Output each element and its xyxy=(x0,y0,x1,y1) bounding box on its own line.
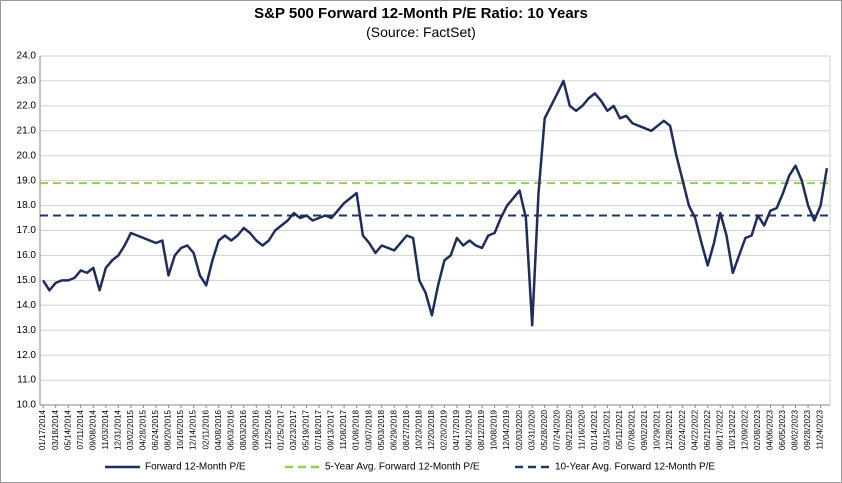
x-tick-label: 02/11/2016 xyxy=(201,409,210,449)
x-tick-label: 07/24/2020 xyxy=(552,409,561,450)
y-tick-label: 19.0 xyxy=(17,175,37,186)
x-tick-label: 09/28/2023 xyxy=(803,409,812,450)
y-tick-label: 10.0 xyxy=(17,400,37,411)
x-tick-label: 11/25/2016 xyxy=(264,409,273,449)
x-tick-label: 02/08/2023 xyxy=(753,409,762,450)
x-tick-label: 06/21/2022 xyxy=(703,409,712,450)
legend-label: Forward 12-Month P/E xyxy=(145,462,246,473)
y-tick-label: 16.0 xyxy=(17,250,37,261)
x-tick-label: 08/02/2023 xyxy=(791,409,800,450)
x-tick-label: 08/12/2019 xyxy=(477,409,486,450)
x-tick-label: 01/08/2018 xyxy=(352,409,361,450)
x-tick-label: 10/23/2018 xyxy=(414,409,423,450)
x-tick-label: 04/17/2019 xyxy=(452,409,461,450)
x-tick-label: 12/14/2015 xyxy=(189,409,198,450)
x-tick-label: 12/31/2014 xyxy=(113,409,122,450)
x-tick-label: 04/06/2023 xyxy=(766,409,775,450)
x-tick-label: 11/03/2014 xyxy=(101,409,110,449)
x-tick-label: 09/13/2017 xyxy=(327,409,336,450)
y-tick-label: 23.0 xyxy=(17,76,37,87)
x-tick-label: 04/22/2022 xyxy=(690,409,699,450)
x-tick-label: 11/08/2017 xyxy=(339,409,348,449)
x-tick-label: 01/14/2021 xyxy=(590,409,599,450)
legend-label: 10-Year Avg. Forward 12-Month P/E xyxy=(555,462,715,473)
x-tick-label: 12/20/2018 xyxy=(427,409,436,450)
x-tick-label: 05/14/2014 xyxy=(63,409,72,450)
x-tick-label: 12/04/2019 xyxy=(502,409,511,450)
x-tick-label: 07/08/2021 xyxy=(628,409,637,450)
y-tick-label: 17.0 xyxy=(17,225,37,236)
x-tick-label: 05/28/2020 xyxy=(540,409,549,450)
x-tick-label: 06/29/2018 xyxy=(389,409,398,450)
x-tick-label: 06/03/2016 xyxy=(226,409,235,450)
x-tick-label: 03/31/2020 xyxy=(527,409,536,450)
x-tick-label: 01/25/2017 xyxy=(276,409,285,450)
series-line xyxy=(42,79,829,327)
y-tick-label: 13.0 xyxy=(17,325,37,336)
y-tick-label: 18.0 xyxy=(17,200,37,211)
x-tick-label: 12/28/2021 xyxy=(665,409,674,450)
x-tick-label: 05/19/2017 xyxy=(302,409,311,450)
x-tick-label: 06/24/2015 xyxy=(151,409,160,450)
x-tick-label: 11/24/2023 xyxy=(816,409,825,449)
x-tick-label: 07/18/2017 xyxy=(314,409,323,450)
x-tick-label: 01/17/2014 xyxy=(38,409,47,450)
y-tick-label: 22.0 xyxy=(17,100,37,111)
x-tick-label: 08/17/2022 xyxy=(715,409,724,450)
x-tick-label: 07/11/2014 xyxy=(76,409,85,449)
x-tick-label: 04/08/2016 xyxy=(214,409,223,450)
x-tick-label: 09/02/2021 xyxy=(640,409,649,450)
x-tick-label: 05/11/2021 xyxy=(615,409,624,449)
x-tick-label: 10/29/2021 xyxy=(653,409,662,450)
chart-title: S&P 500 Forward 12-Month P/E Ratio: 10 Y… xyxy=(254,5,588,22)
y-tick-label: 11.0 xyxy=(17,375,36,386)
y-tick-label: 24.0 xyxy=(17,51,37,62)
x-tick-label: 09/21/2020 xyxy=(565,409,574,450)
x-tick-label: 09/08/2014 xyxy=(88,409,97,450)
x-tick-label: 08/20/2015 xyxy=(164,409,173,450)
chart-subtitle: (Source: FactSet) xyxy=(366,24,476,40)
x-tick-label: 02/20/2019 xyxy=(440,409,449,450)
x-tick-label: 10/16/2015 xyxy=(176,409,185,450)
x-tick-label: 10/13/2022 xyxy=(728,409,737,450)
x-tick-label: 05/03/2018 xyxy=(377,409,386,450)
x-tick-label: 03/07/2018 xyxy=(364,409,373,450)
x-tick-label: 08/03/2016 xyxy=(239,409,248,450)
legend-label: 5-Year Avg. Forward 12-Month P/E xyxy=(325,462,480,473)
x-tick-label: 09/30/2016 xyxy=(251,409,260,450)
y-tick-label: 12.0 xyxy=(17,350,37,361)
x-tick-label: 03/15/2021 xyxy=(603,409,612,450)
y-tick-label: 20.0 xyxy=(17,150,37,161)
x-tick-label: 04/28/2015 xyxy=(139,409,148,450)
x-tick-label: 02/03/2020 xyxy=(515,409,524,450)
x-tick-label: 06/12/2019 xyxy=(465,409,474,450)
x-tick-label: 03/18/2014 xyxy=(51,409,60,450)
x-tick-label: 03/02/2015 xyxy=(126,409,135,450)
x-tick-label: 03/23/2017 xyxy=(289,409,298,450)
x-tick-label: 11/16/2020 xyxy=(577,409,586,449)
x-tick-label: 06/05/2023 xyxy=(778,409,787,450)
x-tick-label: 02/24/2022 xyxy=(678,409,687,450)
x-tick-label: 08/27/2018 xyxy=(402,409,411,450)
x-tick-label: 12/09/2022 xyxy=(740,409,749,450)
y-tick-label: 21.0 xyxy=(17,125,37,136)
x-tick-label: 10/08/2019 xyxy=(490,409,499,450)
y-tick-label: 14.0 xyxy=(17,300,37,311)
y-tick-label: 15.0 xyxy=(17,275,37,286)
